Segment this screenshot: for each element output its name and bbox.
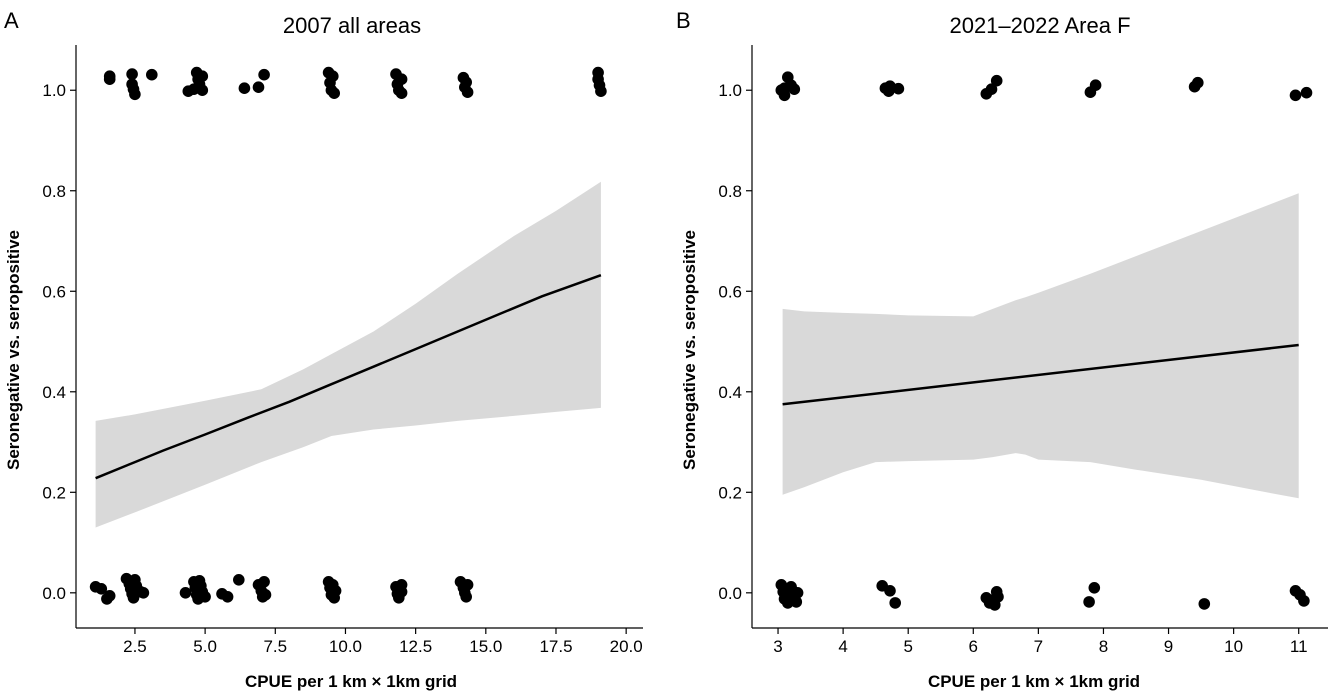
x-tick-label: 12.5	[399, 637, 432, 656]
y-tick-label: 0.4	[718, 383, 742, 402]
data-point	[892, 82, 905, 95]
x-tick-label: 10	[1224, 637, 1243, 656]
y-tick-label: 0.4	[42, 383, 66, 402]
x-tick-label: 7.5	[263, 637, 287, 656]
x-tick-label: 5	[903, 637, 912, 656]
data-point	[395, 87, 408, 99]
x-tick-label: 8	[1099, 637, 1108, 656]
x-tick-label: 10.0	[329, 637, 362, 656]
x-tick-label: 5.0	[193, 637, 217, 656]
data-point	[258, 576, 270, 588]
data-point	[1300, 86, 1313, 99]
y-axis-title: Seronegative vs. seropositive	[680, 230, 699, 470]
y-tick-label: 0.2	[718, 483, 742, 502]
data-point	[328, 87, 341, 99]
y-tick-label: 0.6	[718, 282, 742, 301]
data-point	[196, 70, 209, 82]
data-point	[146, 68, 158, 81]
panel-b: B 2021–2022 Area F CPUE per 1 km × 1km g…	[676, 8, 1328, 691]
data-point	[103, 590, 116, 602]
y-tick-label: 1.0	[42, 81, 66, 100]
data-point	[461, 86, 474, 98]
data-point	[395, 586, 408, 598]
fit-line	[782, 343, 1299, 406]
data-point	[221, 591, 234, 603]
x-axis-title: CPUE per 1 km × 1km grid	[928, 672, 1140, 691]
y-axis-title: Seronegative vs. seropositive	[4, 230, 23, 470]
data-point	[238, 82, 251, 94]
x-tick-label: 4	[838, 637, 847, 656]
x-tick-label: 11	[1290, 637, 1308, 656]
data-point	[252, 81, 265, 93]
data-point	[985, 83, 998, 95]
data-point	[791, 587, 804, 599]
data-point	[95, 583, 108, 595]
data-point	[329, 585, 342, 597]
data-point	[233, 574, 245, 586]
data-point	[1088, 582, 1101, 594]
confidence-band	[95, 181, 601, 528]
data-point	[1089, 79, 1102, 91]
fit-line	[95, 274, 602, 480]
data-point	[595, 85, 607, 97]
data-point	[788, 83, 801, 95]
data-point	[196, 84, 209, 96]
x-tick-label: 20.0	[610, 637, 643, 656]
panel-letter: B	[676, 8, 691, 33]
data-point	[258, 68, 270, 81]
data-point	[1289, 89, 1302, 102]
panel-a: A 2007 all areas CPUE per 1 km × 1km gri…	[4, 8, 643, 691]
data-point	[884, 585, 896, 597]
x-tick-label: 2.5	[123, 637, 147, 656]
y-tick-label: 0.6	[42, 282, 66, 301]
data-point	[126, 68, 138, 80]
y-tick-label: 0.0	[718, 584, 742, 603]
data-point	[460, 591, 473, 603]
data-point	[137, 587, 150, 599]
y-tick-label: 0.8	[718, 182, 742, 201]
data-point	[1192, 76, 1204, 89]
chart-title: 2021–2022 Area F	[949, 13, 1130, 38]
chart-title: 2007 all areas	[283, 13, 421, 38]
data-point	[259, 589, 272, 601]
data-point	[461, 579, 474, 591]
panel-letter: A	[4, 8, 19, 33]
y-tick-label: 1.0	[718, 81, 742, 100]
data-point	[460, 76, 473, 88]
y-tick-label: 0.2	[42, 483, 66, 502]
data-point	[103, 70, 116, 82]
x-tick-label: 9	[1164, 637, 1173, 656]
y-tick-label: 0.0	[42, 584, 66, 603]
data-point	[327, 70, 339, 82]
data-point	[1198, 598, 1211, 610]
x-tick-label: 6	[969, 637, 978, 656]
data-point	[790, 596, 803, 608]
x-axis-title: CPUE per 1 km × 1km grid	[245, 672, 457, 691]
x-tick-label: 17.5	[539, 637, 572, 656]
data-point	[1083, 596, 1095, 608]
data-point	[179, 587, 192, 599]
data-point	[129, 88, 141, 101]
x-tick-label: 3	[773, 637, 782, 656]
confidence-band	[782, 193, 1299, 499]
x-tick-label: 15.0	[469, 637, 502, 656]
y-tick-label: 0.8	[42, 182, 66, 201]
x-tick-label: 7	[1034, 637, 1043, 656]
data-point	[395, 73, 408, 85]
data-point	[199, 591, 211, 603]
data-point	[889, 597, 901, 609]
data-point	[1298, 595, 1310, 607]
data-point	[992, 591, 1004, 603]
data-point	[990, 74, 1003, 87]
